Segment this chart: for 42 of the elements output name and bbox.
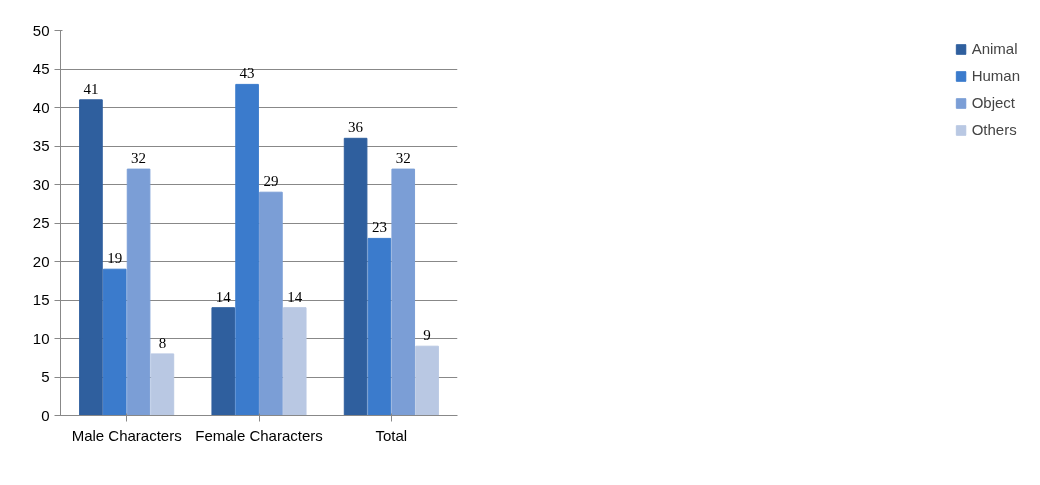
data-label: 14 xyxy=(287,288,303,305)
bar xyxy=(415,345,439,416)
y-tick-label: 35 xyxy=(32,137,50,154)
x-tick-label: Female Characters xyxy=(195,426,323,444)
legend-label: Animal xyxy=(971,40,1018,57)
bar xyxy=(259,191,283,416)
data-label: 23 xyxy=(371,219,387,236)
data-label: 8 xyxy=(158,334,167,351)
data-label: 19 xyxy=(107,250,123,267)
data-label: 14 xyxy=(215,288,232,305)
x-tick-label: Total xyxy=(375,426,408,444)
data-label: 32 xyxy=(395,150,411,167)
x-tick-label: Male Characters xyxy=(71,426,182,444)
data-label: 9 xyxy=(423,327,431,344)
y-tick-label: 30 xyxy=(32,175,50,193)
bar xyxy=(150,353,175,416)
data-label: 32 xyxy=(131,150,147,167)
y-tick-label: 25 xyxy=(32,214,50,231)
bar xyxy=(102,268,127,416)
y-tick-label: 5 xyxy=(41,368,50,385)
bar xyxy=(282,307,307,416)
y-tick-label: 50 xyxy=(32,21,50,39)
y-tick-label: 20 xyxy=(32,252,50,270)
data-label: 29 xyxy=(263,173,279,190)
y-tick-label: 45 xyxy=(32,60,50,77)
bar xyxy=(343,137,368,416)
bar xyxy=(235,83,259,416)
legend-label: Others xyxy=(971,121,1017,138)
bar xyxy=(79,99,103,416)
y-tick-label: 0 xyxy=(41,406,50,424)
bar xyxy=(126,168,151,416)
data-label: 43 xyxy=(239,65,255,82)
y-tick-label: 10 xyxy=(32,329,50,347)
bar xyxy=(211,307,236,416)
y-tick-label: 40 xyxy=(32,98,50,116)
y-tick-label: 15 xyxy=(32,291,50,308)
bar xyxy=(391,168,416,416)
legend-label: Human xyxy=(971,67,1020,84)
data-label: 41 xyxy=(83,80,99,97)
bar xyxy=(367,237,392,416)
data-label: 36 xyxy=(348,119,364,136)
legend-label: Object xyxy=(971,94,1015,111)
